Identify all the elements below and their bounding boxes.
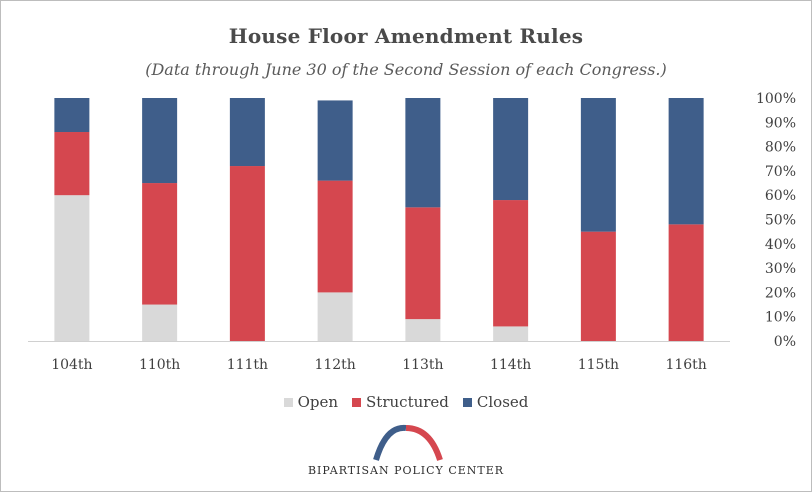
- legend-item-open: Open: [283, 393, 339, 411]
- organization-name: BIPARTISAN POLICY CENTER: [307, 464, 505, 477]
- bar-structured-116th: [668, 224, 704, 341]
- bar-structured-112th: [317, 180, 353, 293]
- y-tick-label: 40%: [765, 237, 796, 253]
- y-tick-label: 80%: [765, 140, 796, 156]
- y-tick-label: 20%: [765, 285, 796, 301]
- legend-swatch: [352, 397, 362, 407]
- x-tick-label: 113th: [402, 357, 443, 373]
- legend-item-closed: Closed: [462, 393, 529, 411]
- bar-open-110th: [142, 304, 178, 341]
- bar-closed-113th: [405, 98, 441, 208]
- bar-closed-115th: [580, 98, 616, 232]
- legend-label: Open: [297, 393, 339, 411]
- bar-structured-111th: [229, 166, 265, 341]
- bar-structured-113th: [405, 207, 441, 320]
- x-tick-label: 116th: [665, 357, 706, 373]
- bar-open-104th: [54, 195, 90, 341]
- bar-closed-111th: [229, 98, 265, 167]
- chart-title: House Floor Amendment Rules: [228, 24, 584, 48]
- bipartisan-policy-center-logo-icon: [373, 424, 443, 461]
- y-tick-label: 30%: [765, 261, 796, 277]
- y-tick-label: 10%: [765, 310, 796, 326]
- legend-label: Structured: [366, 393, 449, 411]
- legend-swatch: [462, 397, 472, 407]
- y-tick-label: 0%: [774, 334, 796, 350]
- bar-closed-114th: [493, 98, 529, 201]
- x-tick-label: 114th: [490, 357, 531, 373]
- bar-structured-104th: [54, 132, 90, 196]
- bar-structured-115th: [580, 231, 616, 341]
- chart-subtitle: (Data through June 30 of the Second Sess…: [145, 60, 667, 79]
- bar-open-112th: [317, 292, 353, 341]
- x-tick-label: 111th: [227, 357, 268, 373]
- legend-item-structured: Structured: [352, 393, 449, 411]
- y-tick-label: 90%: [765, 115, 796, 131]
- bar-closed-110th: [142, 98, 178, 184]
- bar-closed-112th: [317, 100, 353, 181]
- y-tick-label: 50%: [765, 213, 796, 229]
- x-tick-label: 112th: [314, 357, 355, 373]
- bar-open-113th: [405, 319, 441, 341]
- chart-legend: Open Structured Closed: [0, 393, 812, 411]
- bar-structured-114th: [493, 200, 529, 327]
- bar-open-114th: [493, 326, 529, 341]
- bar-structured-110th: [142, 183, 178, 305]
- bar-closed-116th: [668, 98, 704, 225]
- y-tick-label: 70%: [765, 164, 796, 180]
- legend-label: Closed: [476, 393, 529, 411]
- y-tick-label: 100%: [756, 91, 796, 107]
- y-tick-label: 60%: [765, 188, 796, 204]
- legend-swatch: [283, 397, 293, 407]
- x-tick-label: 110th: [139, 357, 180, 373]
- x-tick-label: 104th: [51, 357, 92, 373]
- bar-closed-104th: [54, 98, 90, 133]
- x-tick-label: 115th: [578, 357, 619, 373]
